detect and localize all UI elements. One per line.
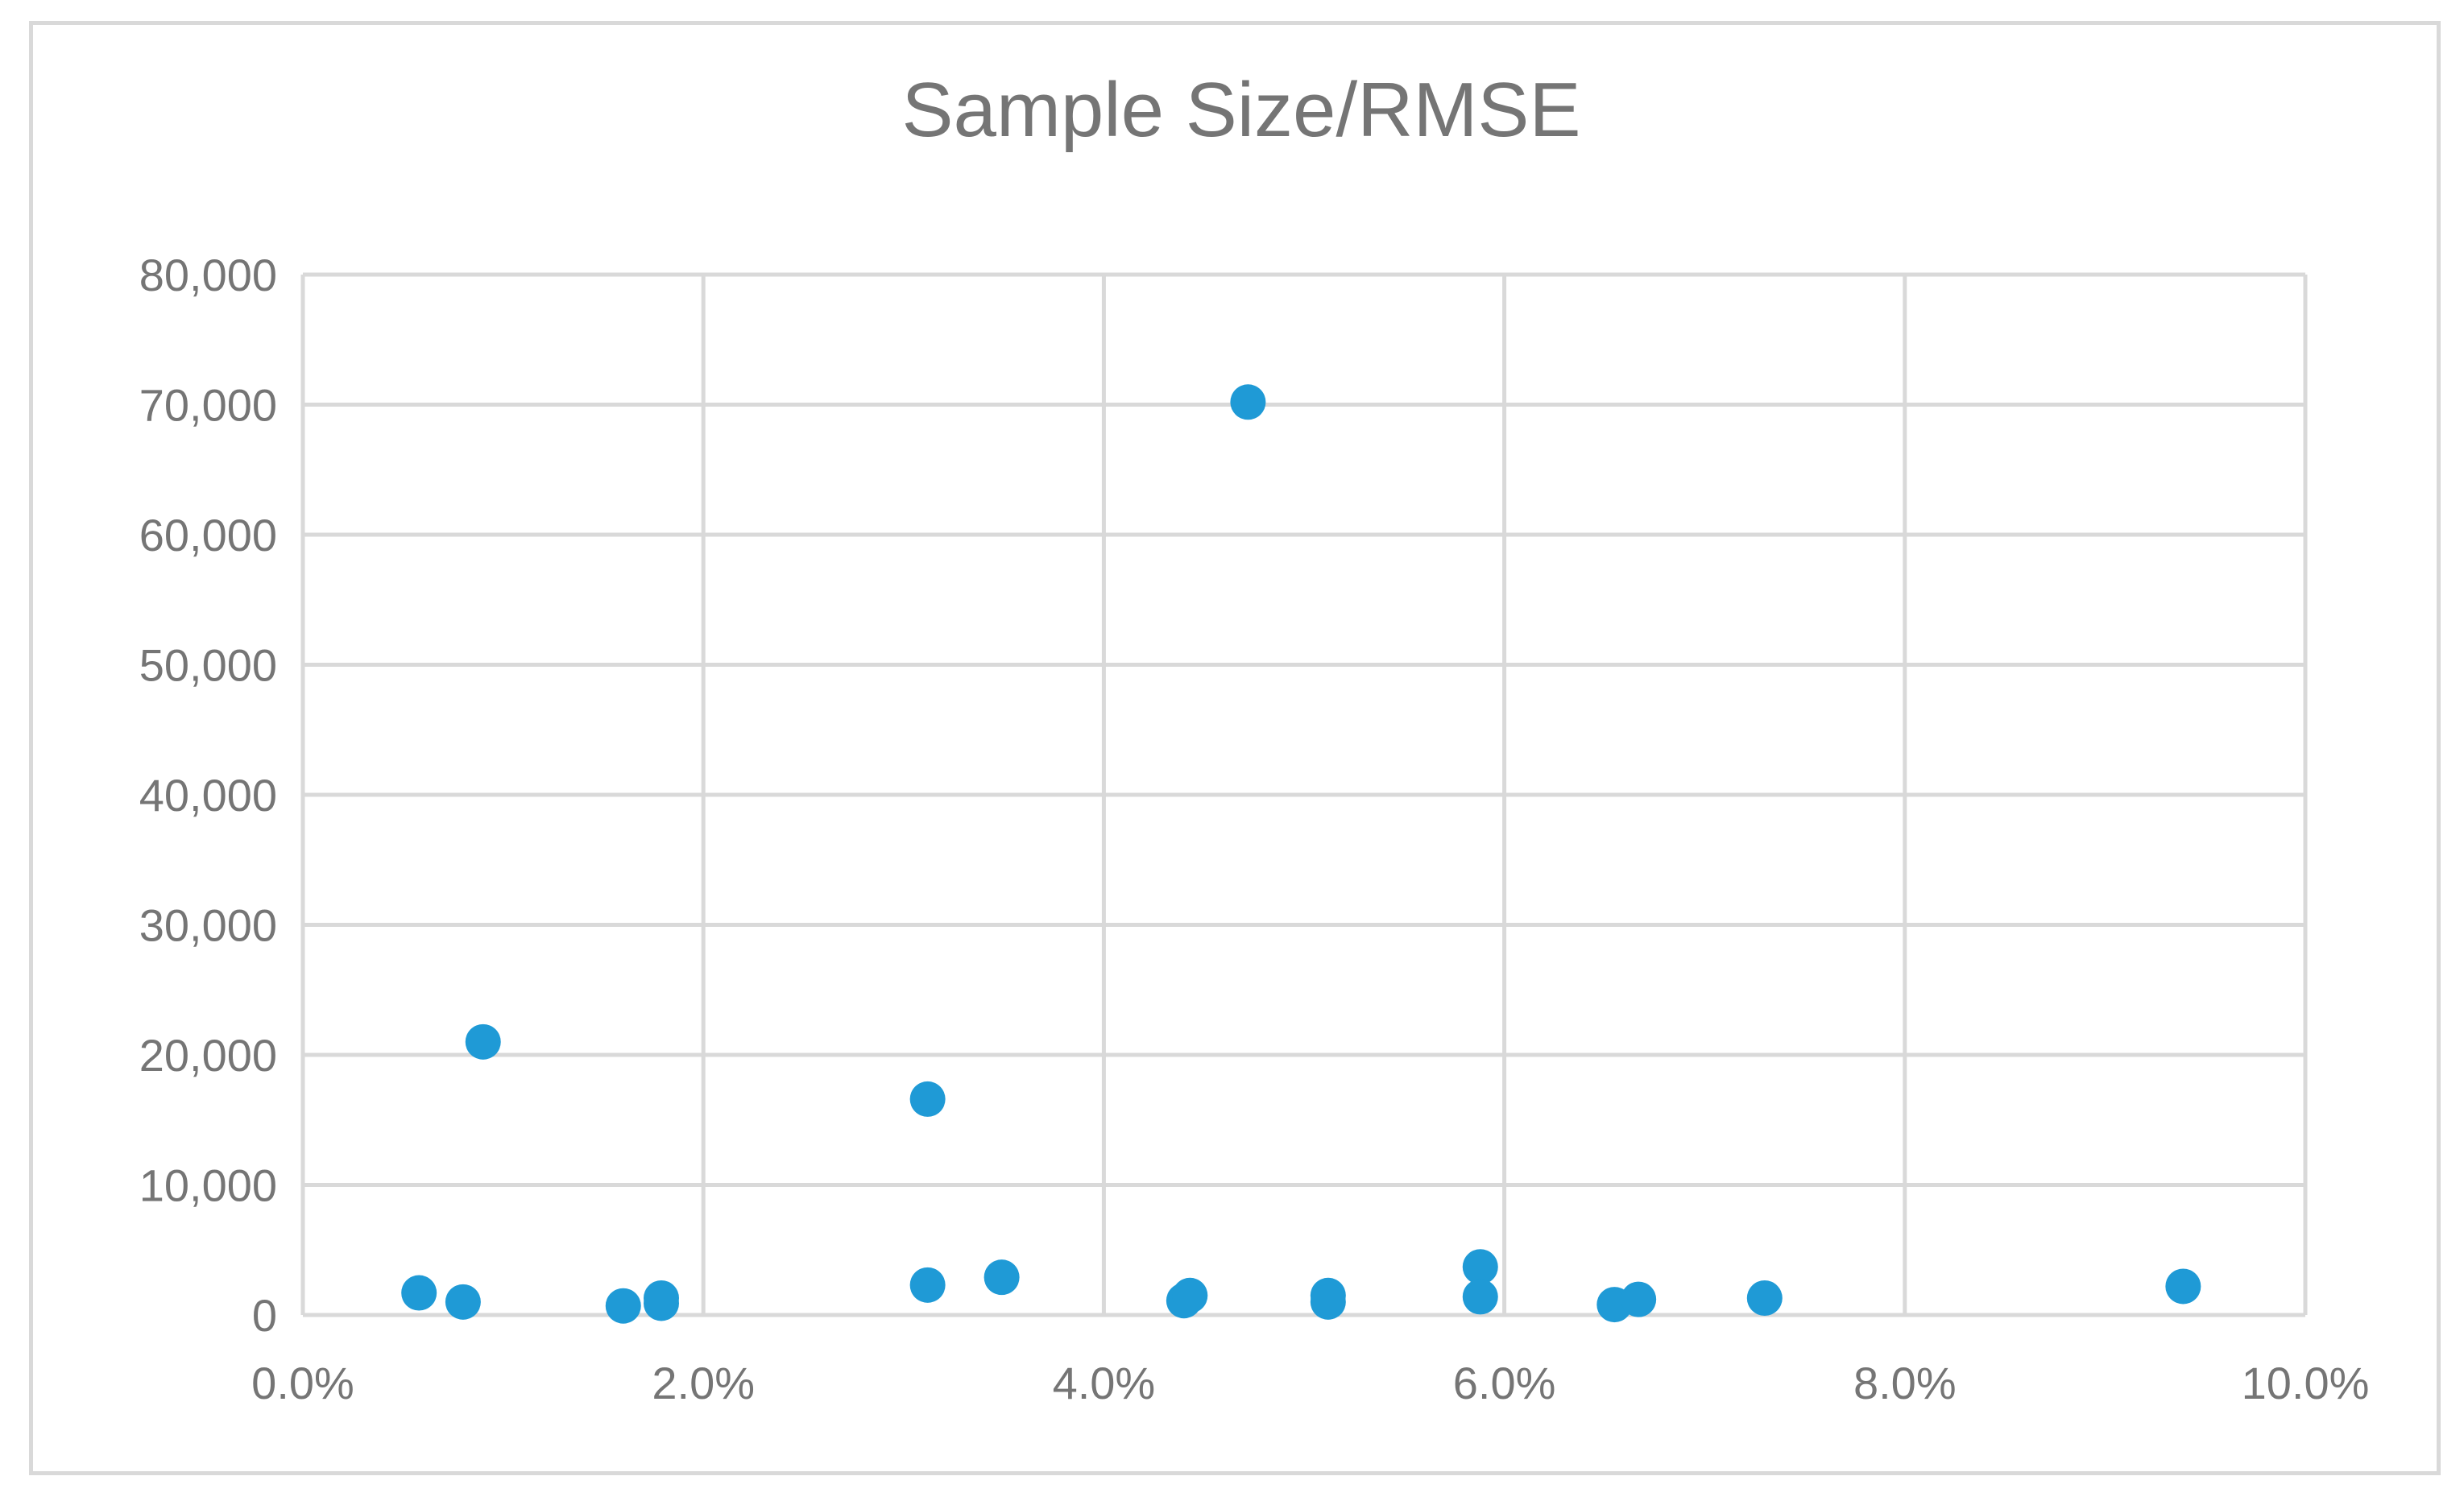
gridlines — [300, 272, 2308, 1317]
y-tick-label: 60,000 — [139, 510, 277, 560]
y-tick-label: 10,000 — [139, 1160, 277, 1211]
scatter-point — [1462, 1279, 1498, 1315]
x-tick-label: 4.0% — [1053, 1358, 1156, 1408]
scatter-point — [984, 1259, 1020, 1296]
scatter-point — [445, 1284, 481, 1320]
scatter-point — [465, 1023, 501, 1060]
x-tick-label: 6.0% — [1453, 1358, 1556, 1408]
scatter-point — [643, 1285, 679, 1321]
y-tick-label: 40,000 — [139, 770, 277, 821]
x-tick-label: 2.0% — [652, 1358, 755, 1408]
scatter-point — [2165, 1268, 2201, 1305]
y-axis-tick-labels: 0 10,000 20,000 30,000 40,000 50,000 60,000 70,… — [139, 250, 277, 1341]
y-tick-label: 30,000 — [139, 900, 277, 951]
y-tick-label: 80,000 — [139, 250, 277, 300]
x-tick-label: 0.0% — [251, 1358, 354, 1408]
scatter-point — [1746, 1280, 1783, 1317]
y-tick-label: 70,000 — [139, 380, 277, 431]
y-tick-label: 20,000 — [139, 1030, 277, 1081]
x-tick-label: 10.0% — [2242, 1358, 2370, 1408]
scatter-point — [401, 1275, 437, 1311]
scatter-point — [1172, 1277, 1208, 1313]
chart-title: Sample Size/RMSE — [902, 67, 1581, 153]
scatter-point — [605, 1288, 641, 1324]
data-points — [401, 384, 2201, 1324]
scatter-point — [909, 1081, 946, 1117]
scatter-point — [1310, 1284, 1346, 1320]
chart-svg: Sample Size/RMSE 0 10,000 20,000 30,000 40,0… — [139, 67, 2370, 1408]
x-axis-tick-labels: 0.0% 2.0% 4.0% 6.0% 8.0% 10.0% — [251, 1358, 2369, 1408]
chart-frame: Sample Size/RMSE 0 10,000 20,000 30,000 40,0… — [29, 21, 2441, 1475]
scatter-point — [909, 1267, 946, 1303]
scatter-point — [1621, 1281, 1657, 1317]
y-tick-label: 0 — [252, 1290, 277, 1341]
x-tick-label: 8.0% — [1853, 1358, 1957, 1408]
scatter-point — [1230, 384, 1266, 420]
y-tick-label: 50,000 — [139, 640, 277, 691]
scatter-point — [1462, 1249, 1498, 1285]
